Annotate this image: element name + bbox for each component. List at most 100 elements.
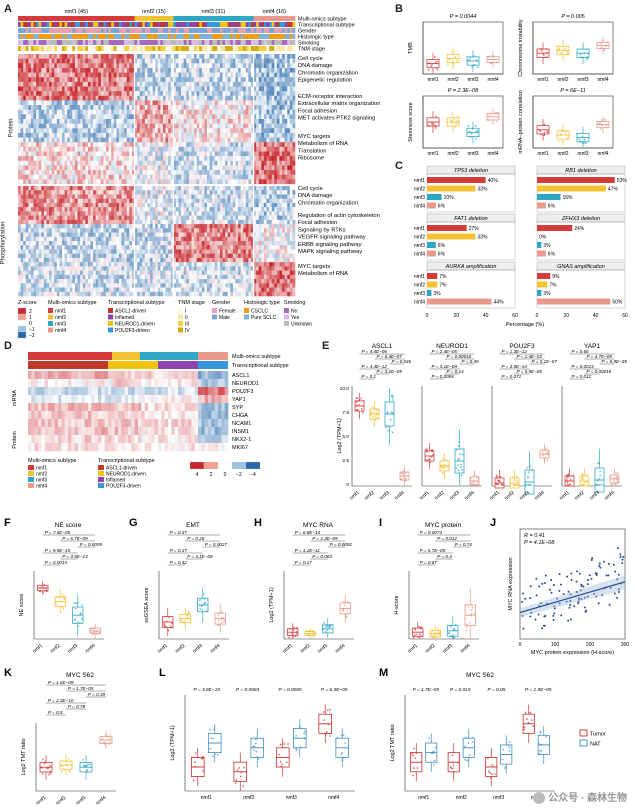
heat-cell — [157, 202, 161, 208]
heat-cell — [33, 58, 37, 64]
track-cell — [191, 16, 195, 21]
heat-cell — [191, 160, 195, 166]
heat-cell — [28, 236, 32, 242]
heat-cell — [147, 186, 151, 191]
track-cell — [113, 46, 117, 51]
heat-cell — [206, 142, 210, 148]
heat-cell — [67, 228, 71, 233]
heat-cell — [222, 67, 226, 73]
heat-cell — [157, 109, 161, 115]
heat-cell — [214, 95, 218, 101]
heat-cell — [82, 174, 86, 180]
heat-cell — [194, 211, 197, 216]
heat-cell — [90, 202, 94, 208]
heat-cell — [227, 137, 231, 143]
heat-cell — [201, 215, 205, 221]
heat-cell — [87, 114, 91, 120]
heat-cell — [155, 123, 159, 129]
heat-cell — [287, 146, 291, 152]
heat-cell — [18, 100, 21, 106]
heat-cell — [186, 63, 190, 69]
heat-cell — [46, 58, 50, 64]
heat-cell — [196, 232, 200, 238]
heat-cell — [276, 228, 280, 233]
heat-cell — [253, 105, 257, 111]
heat-cell — [199, 232, 203, 238]
track-cell — [217, 28, 221, 33]
heat-cell — [173, 95, 177, 101]
heat-cell — [23, 228, 27, 233]
heat-cell — [287, 228, 291, 233]
heat-cell — [80, 211, 84, 216]
heat-cell — [108, 91, 112, 97]
heat-cell — [206, 224, 210, 229]
heat-cell — [64, 67, 68, 73]
heat-cell — [51, 190, 55, 195]
track-cell — [106, 22, 109, 27]
heat-cell — [204, 109, 208, 115]
heat-cell — [248, 114, 252, 120]
heat-cell — [90, 215, 94, 221]
heat-cell — [186, 77, 190, 83]
heat-cell — [51, 72, 55, 78]
heat-cell — [243, 67, 247, 73]
heat-cell — [139, 58, 143, 64]
heat-cell — [173, 81, 177, 87]
heat-cell — [204, 170, 208, 176]
heat-cell — [204, 63, 208, 69]
heat-cell — [113, 224, 117, 229]
heat-cell — [54, 114, 58, 120]
heat-cell — [98, 165, 102, 171]
heat-cell — [67, 170, 71, 176]
heat-cell — [137, 86, 140, 92]
heat-cell — [87, 123, 91, 129]
heat-cell — [64, 146, 68, 152]
heat-cell — [56, 186, 60, 191]
heat-cell — [59, 77, 63, 83]
heat-cell — [214, 194, 218, 199]
heat-cell — [155, 63, 159, 69]
heat-cell — [183, 123, 187, 129]
heat-cell — [276, 207, 280, 212]
heat-cell — [289, 174, 293, 180]
track-cell — [20, 46, 24, 51]
heat-cell — [279, 156, 283, 162]
track-cell — [23, 34, 27, 39]
heat-cell — [212, 228, 216, 233]
heat-cell — [30, 228, 34, 233]
track-cell — [46, 28, 50, 33]
track-cell — [269, 22, 273, 27]
heat-cell — [256, 190, 260, 195]
heat-cell — [25, 86, 29, 92]
heat-cell — [271, 132, 275, 138]
heat-cell — [188, 105, 192, 111]
heat-cell — [287, 207, 291, 212]
heat-cell — [225, 81, 228, 87]
heat-cell — [194, 142, 197, 148]
heat-cell — [56, 165, 60, 171]
heat-cell — [201, 179, 205, 185]
heat-cell — [230, 179, 234, 185]
heat-cell — [124, 211, 128, 216]
heat-cell — [23, 170, 27, 176]
heat-cell — [240, 224, 244, 229]
heat-cell — [131, 100, 135, 106]
heat-cell — [59, 72, 63, 78]
heat-cell — [232, 207, 236, 212]
heat-cell — [178, 132, 182, 138]
heat-cell — [36, 186, 40, 191]
heat-cell — [67, 160, 71, 166]
heat-cell — [111, 132, 115, 138]
heat-cell — [46, 198, 50, 204]
heat-cell — [80, 86, 84, 92]
heat-cell — [284, 67, 288, 73]
heat-cell — [108, 119, 112, 124]
heat-cell — [116, 91, 120, 97]
heat-cell — [56, 77, 60, 83]
heat-cell — [245, 232, 249, 238]
track-cell — [248, 22, 252, 27]
heat-cell — [118, 67, 122, 73]
heat-cell — [214, 228, 218, 233]
heat-cell — [144, 119, 148, 124]
heat-cell — [227, 170, 231, 176]
